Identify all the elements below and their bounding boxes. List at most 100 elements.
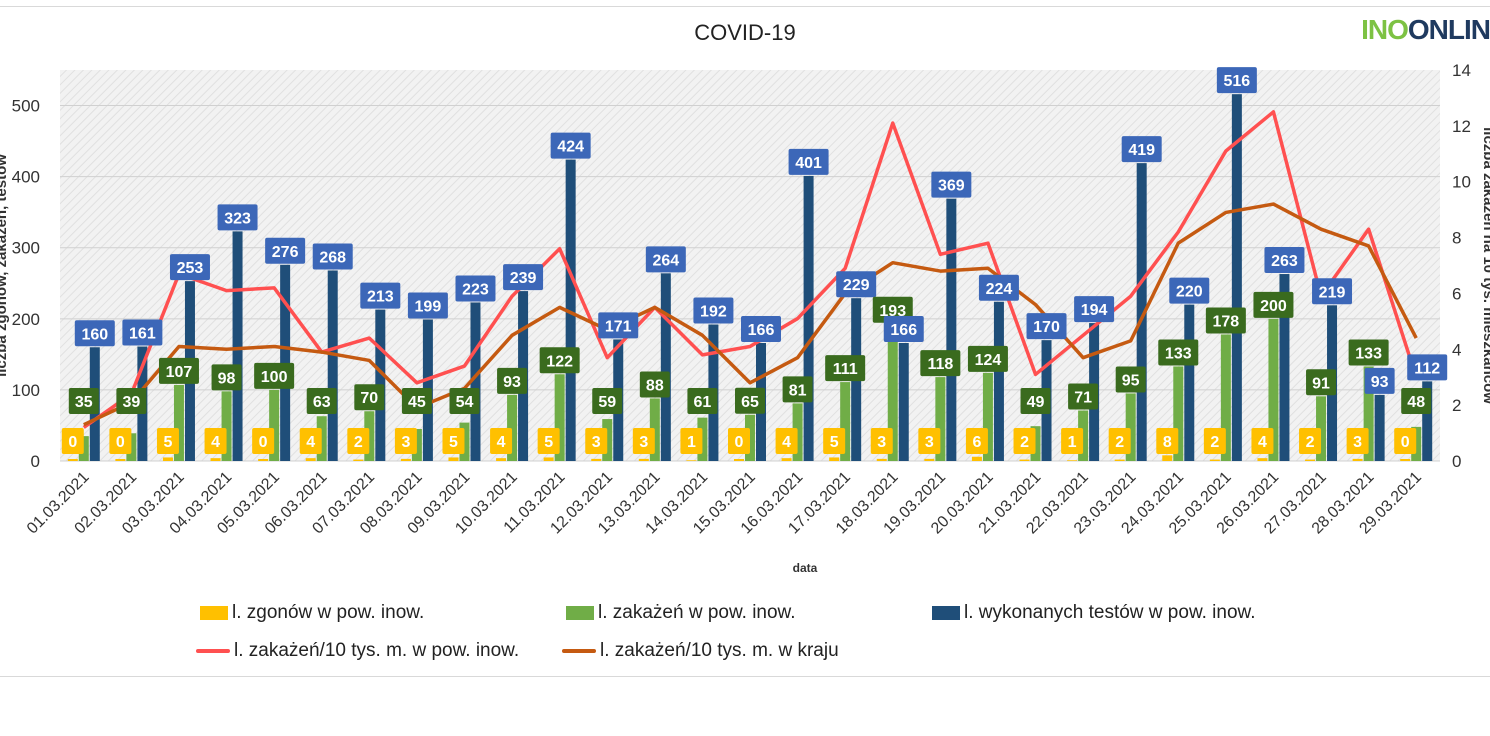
bar-infections <box>173 384 184 461</box>
data-label-infections: 200 <box>1253 291 1294 318</box>
data-label-tests-text: 224 <box>986 281 1013 298</box>
data-label-infections: 133 <box>1348 339 1389 366</box>
line-country <box>83 202 1418 427</box>
data-label-infections-text: 54 <box>456 394 474 411</box>
data-label-tests-text: 160 <box>81 326 108 343</box>
data-label-tests-bg <box>788 148 829 175</box>
y2-tick-label: 2 <box>1452 396 1461 415</box>
data-label-tests-bg <box>1216 67 1257 94</box>
data-label-deaths-bg <box>775 428 798 454</box>
data-label-tests: 160 <box>74 320 115 347</box>
data-label-infections-bg <box>354 384 385 411</box>
data-label-deaths-bg <box>1394 428 1417 454</box>
data-label-tests: 419 <box>1121 136 1162 163</box>
y2-tick-label: 10 <box>1452 173 1471 192</box>
y-tick-label: 400 <box>12 168 40 187</box>
data-label-deaths: 6 <box>965 428 988 454</box>
data-label-tests-text: 323 <box>224 210 251 227</box>
data-label-deaths-text: 3 <box>877 434 886 451</box>
data-label-infections-bg <box>735 387 765 414</box>
data-label-tests: 323 <box>217 204 258 231</box>
y2-tick-label: 12 <box>1452 117 1471 136</box>
data-label-tests-text: 213 <box>367 289 394 306</box>
bar-deaths <box>1352 458 1363 461</box>
bar-infections <box>1173 366 1184 461</box>
data-label-deaths-text: 1 <box>687 434 696 451</box>
data-label-deaths-bg <box>490 428 513 454</box>
data-label-infections-text: 107 <box>166 364 193 381</box>
data-label-infections-text: 193 <box>879 303 906 320</box>
data-label-deaths-bg <box>394 428 417 454</box>
legend-label-deaths: l. zgonów w pow. inow. <box>232 602 425 623</box>
y-axis-title: liczba zgonów, zakażeń, testów <box>0 154 10 377</box>
data-label-infections-bg <box>254 362 295 389</box>
bar-deaths <box>210 458 221 461</box>
data-label-deaths-text: 4 <box>497 434 506 451</box>
bar-infections <box>1363 366 1374 461</box>
data-label-deaths-bg <box>61 428 84 454</box>
data-label-deaths-text: 5 <box>830 434 839 451</box>
bar-deaths <box>591 458 602 461</box>
data-label-deaths: 0 <box>1394 428 1417 454</box>
data-label-deaths: 0 <box>109 428 132 454</box>
bar-deaths <box>162 457 173 461</box>
data-label-infections-text: 133 <box>1355 345 1382 362</box>
legend-label-line-country: l. zakażeń/10 tys. m. w kraju <box>600 640 839 661</box>
data-label-tests: 220 <box>1169 277 1210 304</box>
brand-logo-part2: ONLIN <box>1407 14 1490 45</box>
data-label-deaths: 0 <box>728 428 750 454</box>
data-label-infections: 98 <box>211 364 242 391</box>
data-label-tests-text: 263 <box>1271 253 1298 270</box>
data-label-deaths-text: 2 <box>1210 434 1219 451</box>
data-label-deaths-bg <box>156 428 179 454</box>
bar-infections <box>507 394 518 461</box>
bar-infections <box>982 372 993 461</box>
data-label-infections-bg <box>1401 388 1432 414</box>
data-label-deaths-text: 5 <box>164 434 173 451</box>
bar-deaths <box>115 459 126 461</box>
data-label-deaths-bg <box>1013 428 1036 454</box>
bar-deaths <box>305 458 316 461</box>
bar-tests <box>232 231 243 461</box>
data-label-tests: 199 <box>407 292 448 319</box>
data-label-infections-bg <box>158 357 199 384</box>
data-label-infections-bg <box>449 388 480 414</box>
bar-tests <box>898 342 909 461</box>
data-label-infections-text: 178 <box>1213 313 1240 330</box>
data-label-infections-bg <box>967 345 1008 372</box>
data-label-deaths-bg <box>728 428 750 454</box>
data-label-tests: 239 <box>503 264 544 291</box>
data-label-deaths-text: 3 <box>1353 434 1362 451</box>
data-label-tests: 264 <box>645 246 686 273</box>
y2-tick-label: 6 <box>1452 284 1461 303</box>
data-label-infections: 65 <box>735 387 765 414</box>
data-label-deaths: 2 <box>1299 428 1322 454</box>
data-label-deaths-text: 4 <box>306 434 315 451</box>
bar-tests <box>1374 394 1385 461</box>
data-label-tests-text: 194 <box>1081 302 1108 319</box>
data-label-infections: 88 <box>639 371 670 398</box>
legend-label-infections: l. zakażeń w pow. inow. <box>598 602 796 623</box>
legend-swatch-tests <box>932 606 960 620</box>
data-label-deaths-text: 2 <box>1115 434 1124 451</box>
data-label-deaths-text: 1 <box>1068 434 1077 451</box>
bar-deaths <box>1067 460 1078 461</box>
bar-deaths <box>496 458 507 461</box>
bar-infections <box>1125 393 1136 461</box>
data-label-deaths-text: 0 <box>735 434 744 451</box>
data-label-tests-text: 192 <box>700 304 727 321</box>
data-label-infections-bg <box>1348 339 1389 366</box>
data-label-tests-text: 161 <box>129 326 156 343</box>
data-label-deaths-text: 8 <box>1163 434 1172 451</box>
bar-deaths <box>543 457 554 461</box>
bar-deaths <box>353 459 364 461</box>
data-label-infections: 124 <box>967 345 1008 372</box>
data-label-deaths: 5 <box>537 428 560 454</box>
data-label-deaths-bg <box>442 428 465 454</box>
y-tick-label: 200 <box>12 310 40 329</box>
data-label-deaths-text: 4 <box>211 434 220 451</box>
data-label-deaths: 2 <box>1108 428 1131 454</box>
y2-tick-label: 14 <box>1452 61 1471 80</box>
bar-deaths <box>448 457 459 461</box>
data-label-infections-bg <box>592 388 623 414</box>
